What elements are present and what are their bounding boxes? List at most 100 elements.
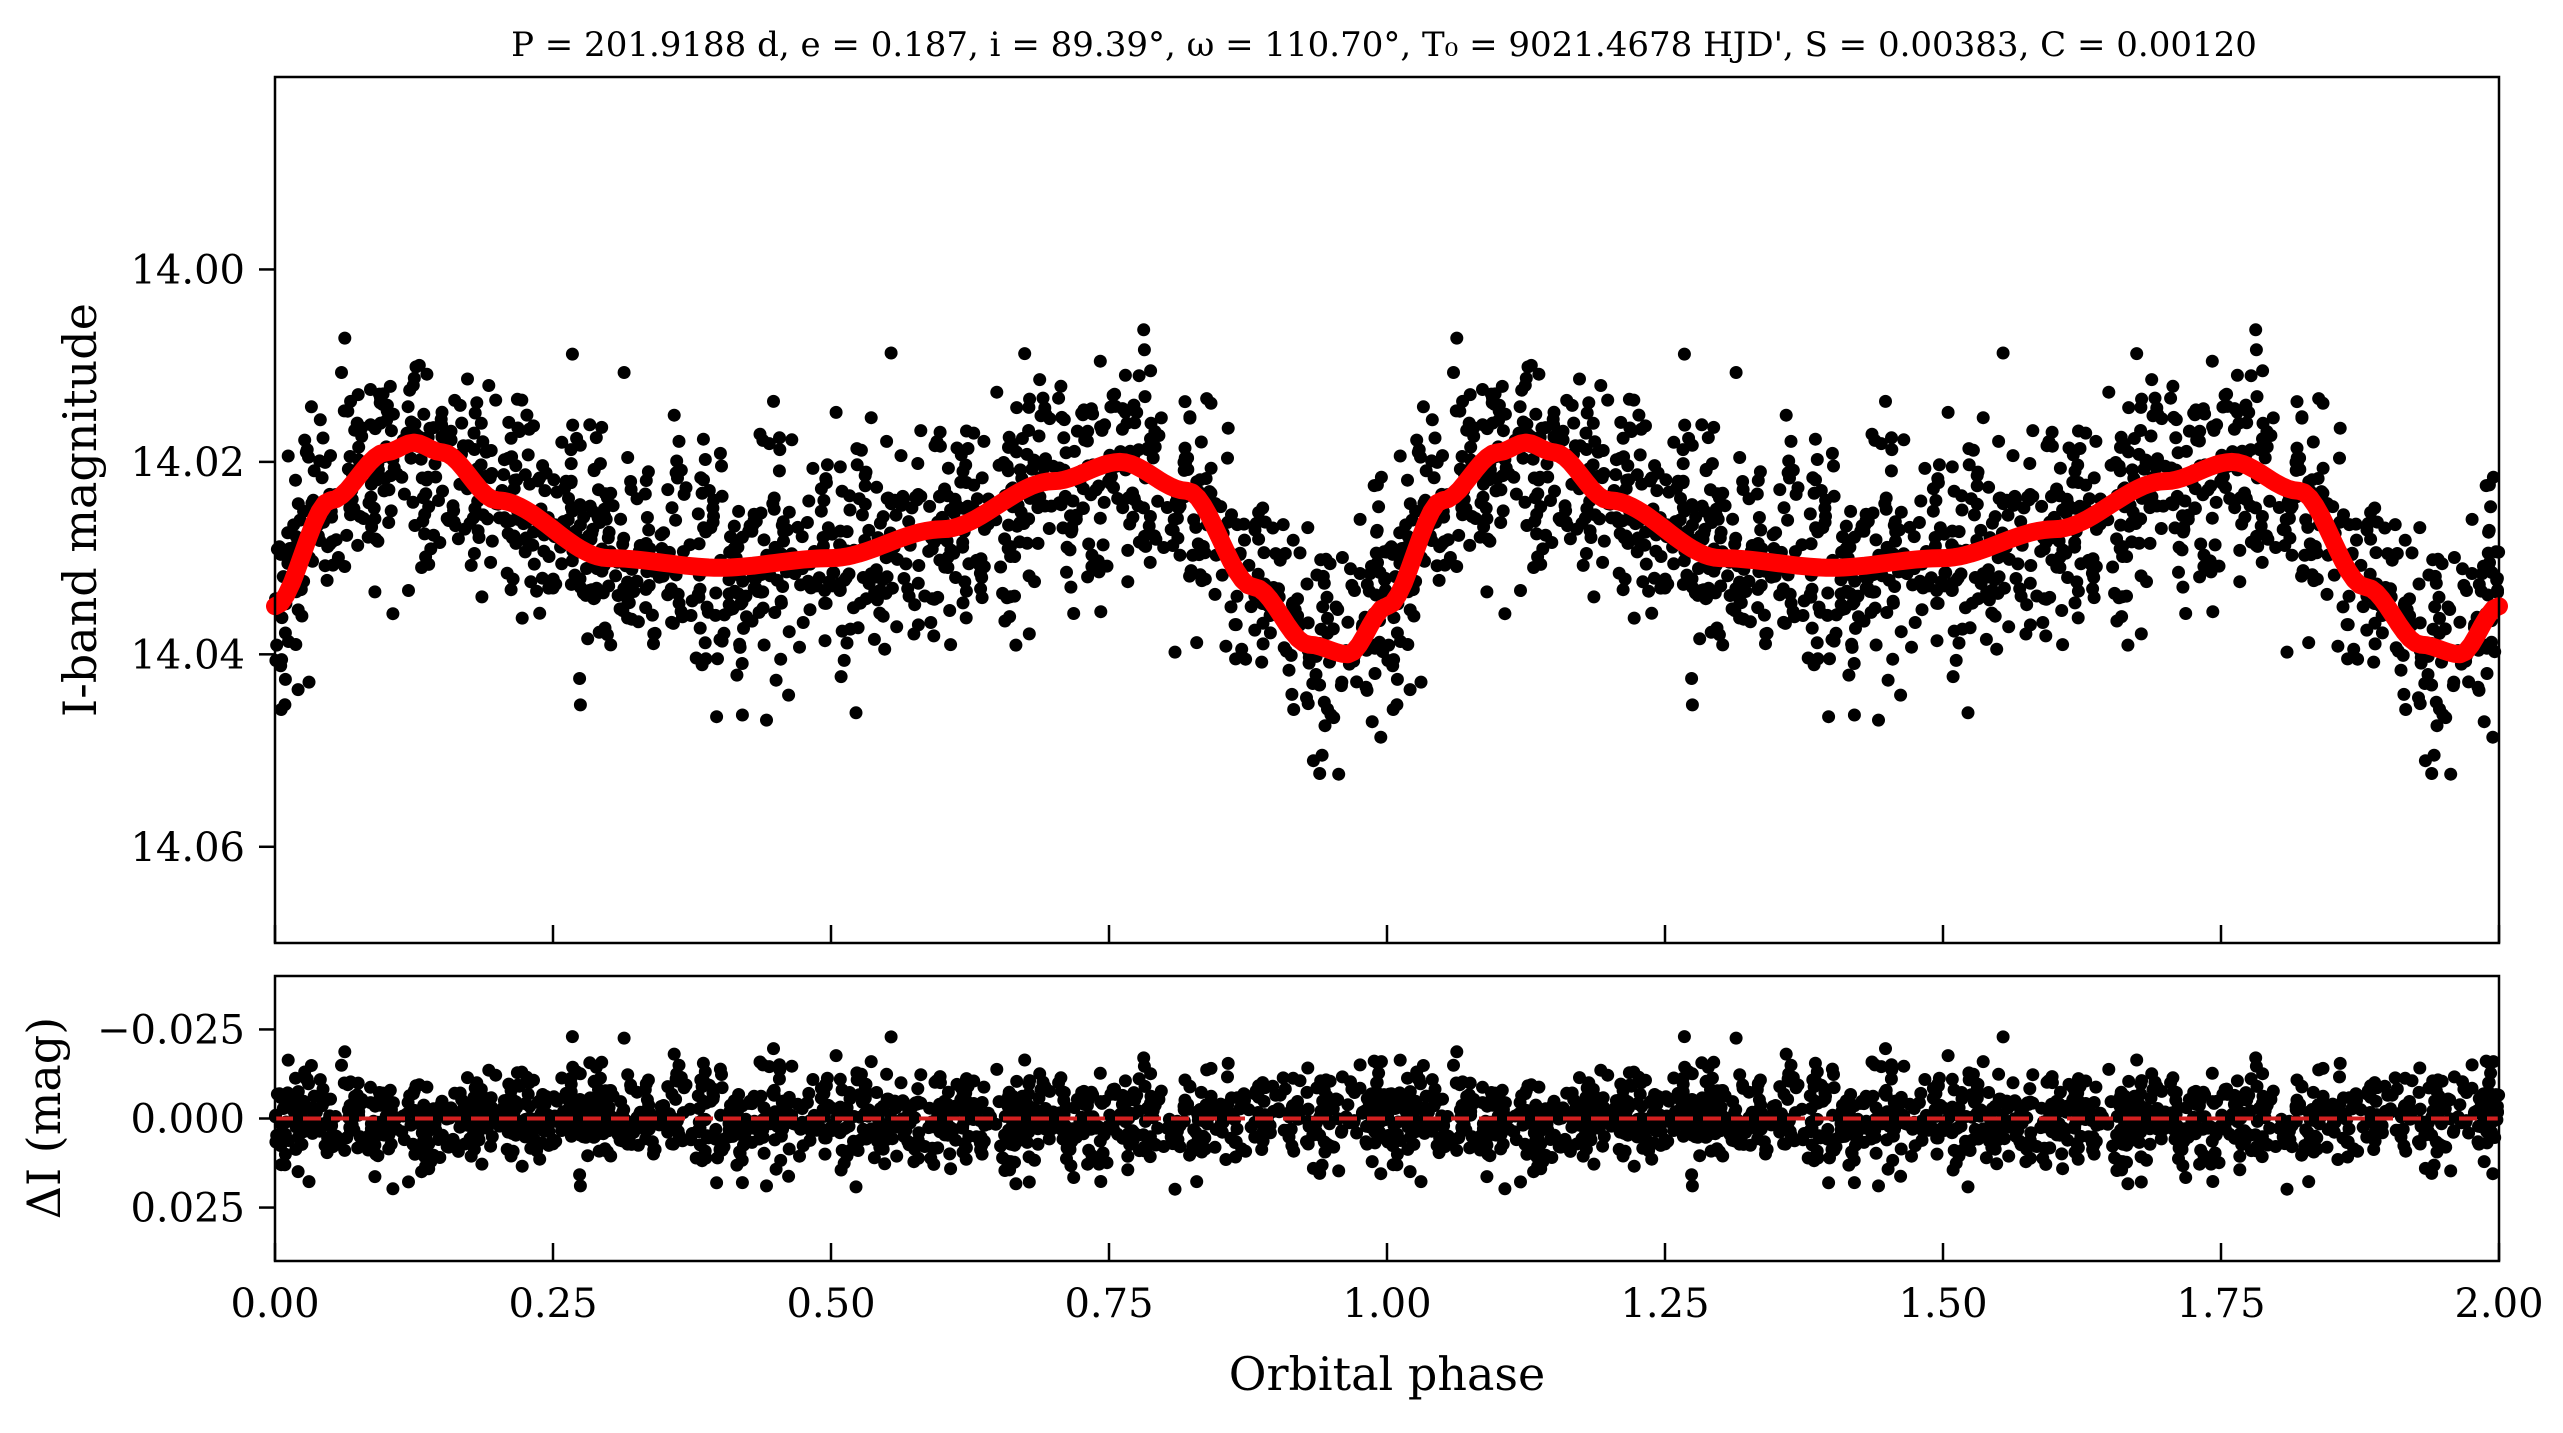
residual-point	[1997, 1030, 2010, 1043]
data-point	[2118, 437, 2131, 450]
residual-point	[710, 1176, 723, 1189]
data-point	[755, 507, 768, 520]
data-point	[543, 550, 556, 563]
data-point	[1257, 637, 1270, 650]
data-point	[715, 460, 728, 473]
data-point	[365, 520, 378, 533]
data-point	[639, 583, 652, 596]
data-point	[388, 461, 401, 474]
residual-point	[1435, 1131, 1448, 1144]
data-point	[1302, 697, 1315, 710]
residual-point	[314, 1073, 327, 1086]
data-point	[1685, 672, 1698, 685]
data-point	[2482, 526, 2495, 539]
residual-point	[323, 1131, 336, 1144]
residual-point	[2233, 1163, 2246, 1176]
data-point	[1781, 514, 1794, 527]
data-point	[538, 484, 551, 497]
residual-point	[1255, 1143, 1268, 1156]
residual-point	[1990, 1157, 2003, 1170]
data-point	[402, 400, 415, 413]
data-point	[885, 347, 898, 360]
residual-point	[2367, 1143, 2380, 1156]
data-point	[1530, 527, 1543, 540]
residual-point	[850, 1180, 863, 1193]
data-point	[2055, 604, 2068, 617]
data-point	[1806, 583, 1819, 596]
data-point	[1885, 443, 1898, 456]
data-point	[1596, 556, 1609, 569]
data-point	[1529, 408, 1542, 421]
data-point	[289, 474, 302, 487]
data-point	[882, 492, 895, 505]
residual-point	[1895, 1143, 1908, 1156]
data-point	[2026, 424, 2039, 437]
data-point	[1734, 596, 1747, 609]
data-point	[2002, 620, 2015, 633]
data-point	[859, 479, 872, 492]
data-point	[1494, 516, 1507, 529]
residual-point	[1870, 1147, 1883, 1160]
data-point	[2343, 590, 2356, 603]
residual-point	[1094, 1095, 1107, 1108]
residual-point	[732, 1088, 745, 1101]
data-point	[801, 516, 814, 529]
data-point	[685, 609, 698, 622]
data-point	[2085, 558, 2098, 571]
residual-point	[685, 1133, 698, 1146]
data-point	[2176, 581, 2189, 594]
data-point	[2376, 626, 2389, 639]
data-point	[1104, 477, 1117, 490]
data-point	[975, 571, 988, 584]
data-point	[1043, 522, 1056, 535]
data-point	[865, 411, 878, 424]
residual-point	[899, 1124, 912, 1137]
residual-point	[1639, 1074, 1652, 1087]
data-point	[1938, 528, 1951, 541]
data-point	[1743, 492, 1756, 505]
data-point	[1780, 409, 1793, 422]
data-point	[1313, 679, 1326, 692]
data-point	[2381, 547, 2394, 560]
data-point	[1587, 590, 1600, 603]
data-point	[2472, 681, 2485, 694]
residual-point	[1316, 1159, 1329, 1172]
data-point	[1407, 610, 1420, 623]
data-point	[1620, 530, 1633, 543]
data-point	[2069, 596, 2082, 609]
data-point	[1463, 539, 1476, 552]
data-point	[1519, 496, 1532, 509]
residual-point	[838, 1157, 851, 1170]
data-point	[1193, 548, 1206, 561]
residual-point	[1234, 1102, 1247, 1115]
data-point	[574, 519, 587, 532]
data-point	[1867, 586, 1880, 599]
residual-point	[2466, 1058, 2479, 1071]
residual-point	[859, 1084, 872, 1097]
data-point	[2126, 463, 2139, 476]
data-point	[583, 418, 596, 431]
data-point	[714, 447, 727, 460]
data-point	[1348, 584, 1361, 597]
residual-point	[1942, 1049, 1955, 1062]
data-point	[1895, 625, 1908, 638]
data-point	[2042, 435, 2055, 448]
data-point	[1335, 676, 1348, 689]
data-point	[880, 435, 893, 448]
data-point	[2295, 410, 2308, 423]
data-point	[1695, 418, 1708, 431]
data-point	[1773, 483, 1786, 496]
data-point	[321, 574, 334, 587]
data-point	[2167, 411, 2180, 424]
data-point	[1360, 681, 1373, 694]
data-point	[1830, 627, 1843, 640]
residual-point	[461, 1071, 474, 1084]
data-point	[1009, 639, 1022, 652]
data-point	[2202, 483, 2215, 496]
residual-point	[861, 1110, 874, 1123]
data-point	[736, 596, 749, 609]
data-point	[477, 508, 490, 521]
data-point	[1932, 476, 1945, 489]
data-point	[566, 419, 579, 432]
residual-point	[1882, 1163, 1895, 1176]
